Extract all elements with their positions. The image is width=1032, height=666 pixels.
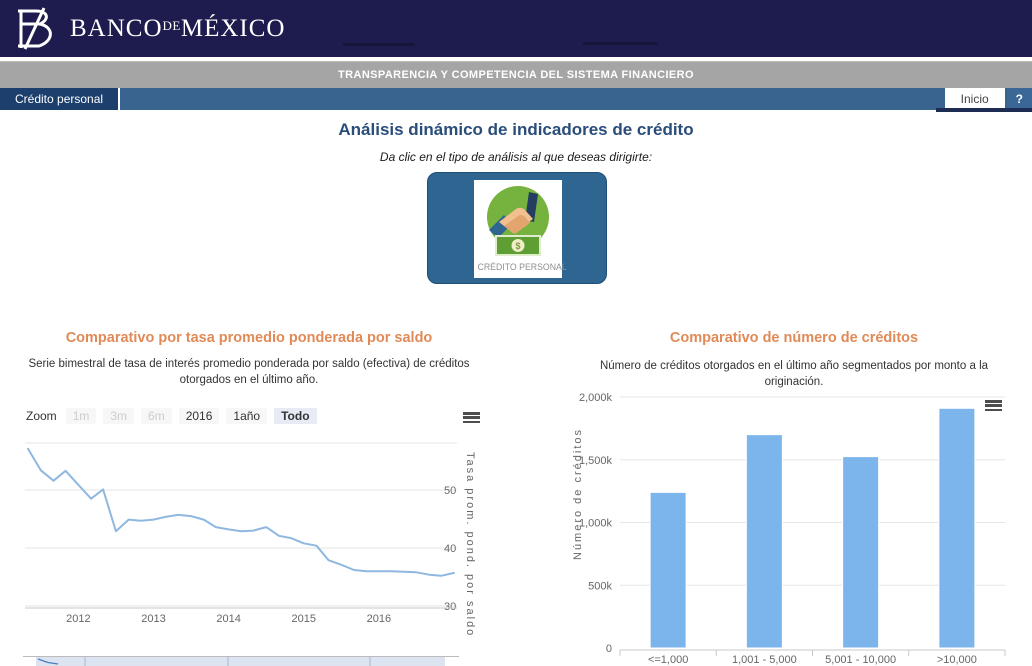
svg-text:2013: 2013 [141, 613, 165, 625]
credito-personal-label: CRÉDITO PERSONAL [477, 262, 567, 273]
hamburger-menu-icon[interactable] [985, 400, 1002, 412]
range-button-2016[interactable]: 2016 [178, 408, 220, 424]
handshake-money-icon: $ [487, 186, 549, 256]
hamburger-menu-icon[interactable] [463, 412, 480, 424]
brand-wordmark: BANCODEMÉXICO [70, 15, 286, 42]
svg-text:500k: 500k [588, 580, 612, 592]
rate-chart-subtitle: Serie bimestral de tasa de interés prome… [28, 358, 470, 387]
banco-de-mexico-monogram-icon [18, 7, 52, 50]
tab-credito-personal[interactable]: Crédito personal [0, 88, 121, 110]
svg-text:2012: 2012 [66, 613, 90, 625]
rate-chart-title: Comparativo por tasa promedio ponderada … [65, 330, 433, 346]
zoom-label: Zoom [26, 409, 57, 423]
credits-chart-subtitle: Número de créditos otorgados en el últim… [599, 360, 989, 389]
header-faint-link [583, 42, 658, 45]
header-divider [0, 57, 1032, 61]
help-tab[interactable]: ? [1006, 88, 1032, 110]
svg-text:2015: 2015 [291, 613, 315, 625]
svg-text:30: 30 [444, 601, 456, 613]
credits-chart-panel: Comparativo de número de créditos Número… [556, 326, 1032, 666]
bar-<=1,000[interactable] [649, 491, 687, 649]
range-button-Todo[interactable]: Todo [274, 408, 317, 424]
svg-text:0: 0 [606, 643, 612, 655]
svg-text:2016: 2016 [367, 613, 391, 625]
navbar-right-tabs: Inicio ? [944, 88, 1032, 110]
app-header: BANCODEMÉXICO [0, 0, 1032, 57]
rate-yaxis-title: Tasa prom. pond. por saldo [464, 452, 476, 638]
svg-text:1,500k: 1,500k [579, 455, 613, 467]
header-faint-link [343, 43, 415, 46]
svg-text:40: 40 [444, 543, 456, 555]
bar-5,001 - 10,000[interactable] [842, 456, 880, 649]
svg-text:>10,000: >10,000 [937, 654, 977, 666]
svg-text:<=1,000: <=1,000 [648, 654, 688, 666]
svg-text:5,001 - 10,000: 5,001 - 10,000 [825, 654, 896, 666]
tab-inicio[interactable]: Inicio [944, 88, 1005, 110]
chart-navigator[interactable] [18, 656, 480, 666]
bar->10,000[interactable] [938, 407, 976, 649]
transparency-banner: TRANSPARENCIA Y COMPETENCIA DEL SISTEMA … [0, 61, 1032, 88]
credito-personal-button[interactable]: $ CRÉDITO PERSONAL [427, 172, 607, 284]
main-navbar: Crédito personal Inicio ? [0, 88, 1032, 110]
credits-yaxis-title: Número de créditos [572, 428, 584, 560]
svg-text:1,000k: 1,000k [579, 518, 613, 530]
rate-line-chart[interactable]: 30 40 50 2012 2013 2014 2015 2016 [18, 433, 480, 633]
credits-bar-chart[interactable]: 0 500k 1,000k 1,500k 2,000k <=1,000 1,001 - 5,… [556, 386, 1032, 666]
credito-personal-card: $ CRÉDITO PERSONAL [474, 180, 567, 278]
page-subtitle: Da clic en el tipo de análisis al que de… [379, 150, 653, 164]
svg-text:2,000k: 2,000k [579, 392, 613, 404]
credits-chart-title: Comparativo de número de créditos [669, 330, 919, 346]
tab-underline-bar [936, 108, 1032, 112]
svg-text:$: $ [515, 241, 520, 251]
range-selector: Zoom 1m 3m 6m 2016 1año Todo [26, 408, 317, 424]
bar-1,001 - 5,000[interactable] [745, 434, 783, 649]
transparency-banner-text: TRANSPARENCIA Y COMPETENCIA DEL SISTEMA … [338, 69, 694, 81]
banco-de-mexico-logo: BANCODEMÉXICO [12, 6, 285, 52]
page-title: Análisis dinámico de indicadores de créd… [338, 120, 694, 139]
range-button-3m: 3m [103, 408, 135, 424]
rate-chart-panel: Comparativo por tasa promedio ponderada … [18, 326, 480, 666]
svg-text:50: 50 [444, 485, 456, 497]
range-button-1m: 1m [65, 408, 97, 424]
svg-text:1,001 - 5,000: 1,001 - 5,000 [732, 654, 797, 666]
range-button-1año[interactable]: 1año [226, 408, 268, 424]
svg-text:2014: 2014 [216, 613, 240, 625]
range-button-6m: 6m [141, 408, 172, 424]
